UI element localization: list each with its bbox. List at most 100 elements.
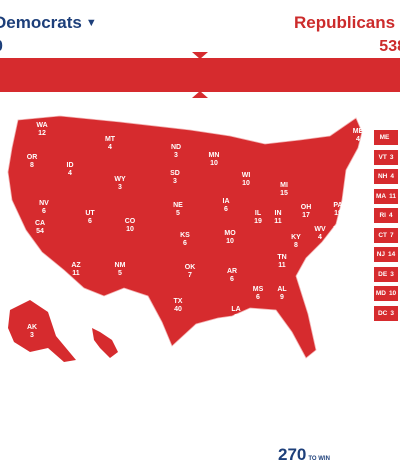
270-to-win-logo: 270 TO WIN — [278, 445, 330, 465]
state-abbr: WV — [314, 226, 326, 233]
state-label-il[interactable]: IL 19 — [250, 210, 266, 226]
state-label-ga[interactable]: GA 16 — [300, 282, 316, 298]
state-votes: 11 — [278, 262, 286, 269]
state-label-id[interactable]: ID 4 — [62, 162, 78, 178]
state-label-la[interactable]: LA 8 — [228, 306, 244, 322]
small-state-me[interactable]: ME — [374, 130, 398, 145]
state-votes: 8 — [294, 242, 298, 249]
small-state-text: MA — [376, 192, 387, 200]
state-votes: 6 — [88, 218, 92, 225]
state-abbr: TX — [173, 298, 183, 305]
contiguous-us-shape[interactable] — [7, 115, 363, 359]
small-state-votes: 3 — [390, 270, 394, 278]
state-label-hi[interactable]: HI 4 — [108, 362, 124, 378]
state-abbr: UT — [85, 210, 95, 217]
state-label-tn[interactable]: TN 11 — [274, 254, 290, 270]
state-label-co[interactable]: CO 10 — [122, 218, 138, 234]
small-state-votes: 11 — [389, 192, 396, 200]
state-label-nd[interactable]: ND 3 — [168, 144, 184, 160]
state-label-ne[interactable]: NE 5 — [170, 202, 186, 218]
state-label-ak[interactable]: AK 3 — [24, 324, 40, 340]
state-abbr: NM — [114, 262, 126, 269]
alaska-shape[interactable] — [8, 300, 76, 362]
us-map-shape — [7, 115, 363, 362]
state-label-or[interactable]: OR 8 — [24, 154, 40, 170]
state-label-sd[interactable]: SD 3 — [167, 170, 183, 186]
logo-text: TO WIN — [308, 456, 330, 462]
small-state-votes: 4 — [388, 212, 393, 219]
state-label-ca[interactable]: CA 54 — [32, 220, 48, 236]
state-label-fl[interactable]: FL 30 — [322, 334, 338, 350]
state-label-ut[interactable]: UT 6 — [82, 210, 98, 226]
state-label-ny[interactable]: NY 28 — [346, 170, 362, 186]
state-votes: 4 — [114, 370, 118, 377]
state-votes: 5 — [118, 270, 122, 277]
small-state-nj[interactable]: NJ 14 — [374, 247, 398, 262]
state-label-nm[interactable]: NM 5 — [112, 262, 128, 278]
small-state-ct[interactable]: CT 7 — [374, 227, 398, 243]
state-votes: 5 — [176, 210, 180, 217]
state-votes: 16 — [338, 256, 346, 263]
small-state-nh[interactable]: NH 4 — [374, 169, 398, 184]
state-abbr: VA — [333, 226, 343, 233]
state-abbr: ND — [170, 144, 182, 151]
state-label-oh[interactable]: OH 17 — [298, 204, 314, 220]
state-label-az[interactable]: AZ 11 — [68, 262, 84, 278]
state-abbr: AR — [226, 268, 238, 275]
small-state-dc[interactable]: DC 3 — [374, 305, 398, 321]
state-label-sc[interactable]: SC 9 — [322, 262, 338, 278]
small-state-de[interactable]: DE 3 — [374, 266, 398, 282]
state-label-tx[interactable]: TX 40 — [170, 298, 186, 314]
small-state-text: CT — [378, 231, 388, 239]
state-votes: 17 — [302, 212, 310, 219]
state-label-ok[interactable]: OK 7 — [182, 264, 198, 280]
state-label-va[interactable]: VA 13 — [330, 226, 346, 242]
state-label-nc[interactable]: NC 16 — [334, 248, 350, 264]
state-abbr: OR — [26, 154, 38, 161]
state-label-mi[interactable]: MI 15 — [276, 182, 292, 198]
state-votes: 4 — [68, 170, 72, 177]
state-abbr: FL — [325, 334, 335, 341]
small-state-votes: 3 — [389, 153, 394, 161]
state-label-me[interactable]: ME 4 — [350, 128, 366, 144]
state-label-ar[interactable]: AR 6 — [224, 268, 240, 284]
republicans-dropdown[interactable]: Republicans ▼ — [294, 13, 400, 33]
state-label-in[interactable]: IN 11 — [270, 210, 286, 226]
state-votes: 15 — [280, 190, 288, 197]
small-state-ri[interactable]: RI 4 — [374, 208, 398, 223]
state-abbr: MN — [208, 152, 220, 159]
state-abbr: ME — [352, 128, 364, 135]
state-abbr: HI — [112, 362, 120, 369]
state-label-mn[interactable]: MN 10 — [206, 152, 222, 168]
state-votes: 12 — [38, 130, 46, 137]
state-votes: 4 — [356, 136, 360, 143]
state-label-mt[interactable]: MT 4 — [102, 136, 118, 152]
state-abbr: MS — [252, 286, 264, 293]
state-label-wy[interactable]: WY 3 — [112, 176, 128, 192]
small-state-ma[interactable]: MA 11 — [374, 188, 398, 204]
state-label-wi[interactable]: WI 10 — [238, 172, 254, 188]
small-state-text: DE — [378, 270, 388, 278]
hawaii-shape[interactable] — [92, 328, 118, 358]
state-abbr: IA — [222, 198, 230, 205]
state-votes: 3 — [118, 184, 122, 191]
state-label-wv[interactable]: WV 4 — [312, 226, 328, 242]
small-state-votes: 7 — [390, 231, 394, 239]
small-state-md[interactable]: MD 10 — [374, 286, 398, 301]
state-label-pa[interactable]: PA 19 — [330, 202, 346, 218]
state-label-mo[interactable]: MO 10 — [222, 230, 238, 246]
state-label-wa[interactable]: WA 12 — [34, 122, 50, 138]
state-abbr: GA — [302, 282, 314, 289]
state-abbr: KY — [291, 234, 301, 241]
state-label-ms[interactable]: MS 6 — [250, 286, 266, 302]
state-votes: 6 — [224, 206, 228, 213]
state-votes: 11 — [72, 270, 80, 277]
state-votes: 40 — [174, 306, 182, 313]
democrats-dropdown[interactable]: Democrats ▼ — [0, 13, 97, 33]
state-label-ia[interactable]: IA 6 — [218, 198, 234, 214]
state-label-nv[interactable]: NV 6 — [36, 200, 52, 216]
small-state-vt[interactable]: VT 3 — [374, 149, 398, 165]
state-label-ks[interactable]: KS 6 — [177, 232, 193, 248]
state-label-ky[interactable]: KY 8 — [288, 234, 304, 250]
state-label-al[interactable]: AL 9 — [274, 286, 290, 302]
